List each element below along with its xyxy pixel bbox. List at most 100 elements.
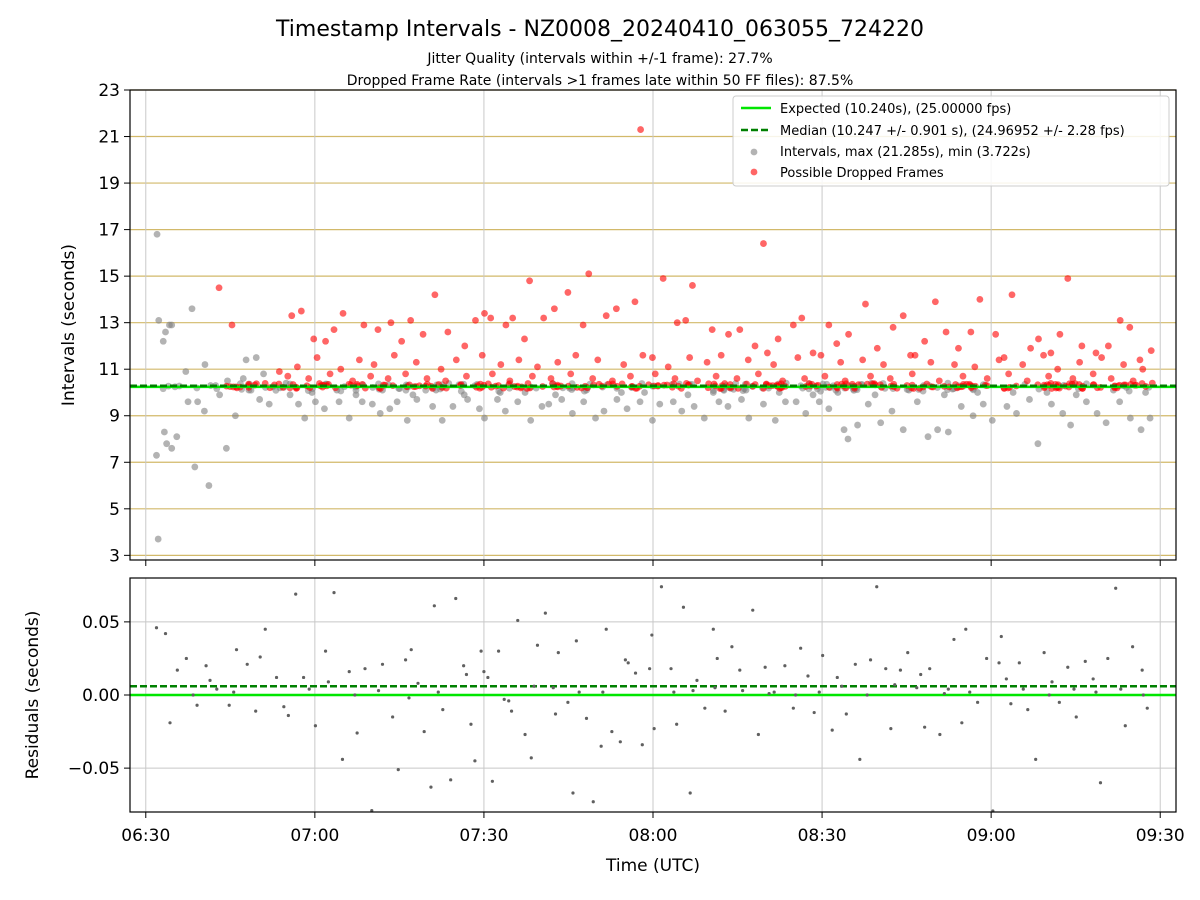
residual-point	[363, 667, 367, 671]
interval-point	[934, 426, 942, 434]
dropped-frame-point	[1064, 275, 1072, 282]
interval-point	[1126, 414, 1134, 422]
dropped-frame-point	[412, 358, 420, 366]
interval-point	[335, 398, 343, 406]
bottom-y-axis-label: Residuals (seconds)	[23, 611, 43, 780]
residual-point	[868, 658, 873, 662]
dropped-frame-point	[540, 314, 548, 322]
interval-point	[409, 391, 417, 399]
residual-point	[571, 791, 575, 795]
residual-point	[258, 655, 262, 659]
residual-point	[1034, 757, 1038, 761]
interval-point	[618, 389, 625, 396]
residual-point	[783, 664, 787, 668]
dropped-frame-point	[673, 319, 681, 327]
interval-point	[194, 398, 202, 406]
dropped-frame-point	[664, 363, 672, 371]
dropped-frame-point	[725, 330, 732, 338]
dropped-frame-point	[620, 361, 628, 368]
dropped-frame-point	[1035, 335, 1042, 343]
dropped-frame-point	[349, 377, 357, 385]
dropped-frame-point	[339, 309, 347, 317]
dropped-frame-point	[689, 282, 696, 289]
interval-point	[1142, 389, 1149, 396]
interval-point	[168, 444, 176, 452]
x-tick-label: 09:30	[1136, 826, 1185, 846]
residual-point	[168, 721, 172, 725]
residual-point	[626, 661, 630, 665]
residual-point	[529, 756, 533, 760]
dropped-frame-point	[1076, 358, 1084, 366]
top-x-ticks	[145, 560, 1161, 566]
dropped-frame-point	[594, 356, 602, 364]
residual-point	[175, 668, 179, 672]
dropped-frame-point	[602, 312, 610, 320]
dropped-frame-point	[497, 361, 505, 368]
legend-median-label: Median (10.247 +/- 0.901 s), (24.96952 +…	[780, 124, 1125, 139]
dropped-frame-point	[1040, 351, 1047, 359]
dropped-frame-point	[637, 126, 645, 133]
residual-point	[633, 671, 638, 675]
residual-point	[942, 691, 946, 696]
residual-point	[923, 725, 927, 729]
legend-expected-label: Expected (10.240s), (25.00000 fps)	[780, 102, 1011, 117]
residual-point	[960, 721, 964, 725]
dropped-frame-point	[487, 314, 495, 322]
interval-point	[678, 407, 686, 415]
residual-point	[191, 693, 195, 697]
dropped-frame-point	[1019, 361, 1027, 368]
interval-point	[321, 405, 328, 413]
dropped-frame-point	[1147, 347, 1155, 354]
legend-intervals-swatch	[750, 148, 758, 156]
residual-point	[884, 667, 888, 671]
residual-point	[688, 791, 692, 795]
residual-point	[370, 808, 374, 813]
residual-point	[672, 690, 676, 694]
interval-point	[1003, 403, 1011, 410]
interval-point	[709, 389, 717, 396]
dropped-frame-point	[288, 312, 296, 320]
dropped-frame-point	[437, 365, 445, 373]
dropped-frame-point	[760, 240, 767, 247]
residual-point	[763, 665, 767, 669]
interval-point	[700, 414, 708, 422]
residual-point	[858, 757, 862, 761]
dropped-frame-point	[639, 351, 647, 359]
interval-point	[600, 407, 608, 415]
interval-point	[429, 403, 437, 410]
residual-point	[416, 681, 420, 685]
interval-point	[386, 405, 394, 413]
interval-point	[738, 396, 745, 403]
residual-point	[502, 697, 506, 701]
residual-point	[407, 696, 411, 700]
dropped-frame-point	[859, 356, 867, 364]
top-y-tick-label: 11	[98, 360, 120, 380]
residual-point	[486, 675, 490, 680]
residual-point	[675, 722, 679, 726]
residual-point	[650, 633, 654, 637]
residual-point	[1145, 706, 1149, 710]
x-axis-label: Time (UTC)	[605, 856, 700, 876]
dropped-frame-point	[821, 372, 829, 380]
residual-point	[449, 778, 453, 782]
residual-point	[1091, 677, 1095, 681]
dropped-frame-point	[671, 375, 679, 382]
dropped-frame-point	[809, 349, 817, 357]
interval-point	[162, 328, 169, 336]
top-y-tick-label: 19	[98, 174, 120, 194]
dropped-frame-point	[736, 326, 744, 334]
residual-point	[1119, 687, 1123, 691]
dropped-frame-point	[703, 358, 711, 366]
legend: Expected (10.240s), (25.00000 fps) Media…	[732, 95, 1170, 187]
dropped-frame-point	[355, 356, 363, 364]
dropped-frame-point	[567, 370, 575, 378]
interval-point	[345, 414, 353, 422]
residual-point	[875, 585, 879, 589]
dropped-frame-point	[694, 377, 701, 385]
interval-point	[1034, 440, 1042, 448]
interval-point	[871, 391, 879, 399]
interval-point	[173, 433, 181, 441]
legend-dropped-swatch	[750, 168, 758, 176]
x-tick-label: 08:30	[798, 826, 847, 846]
